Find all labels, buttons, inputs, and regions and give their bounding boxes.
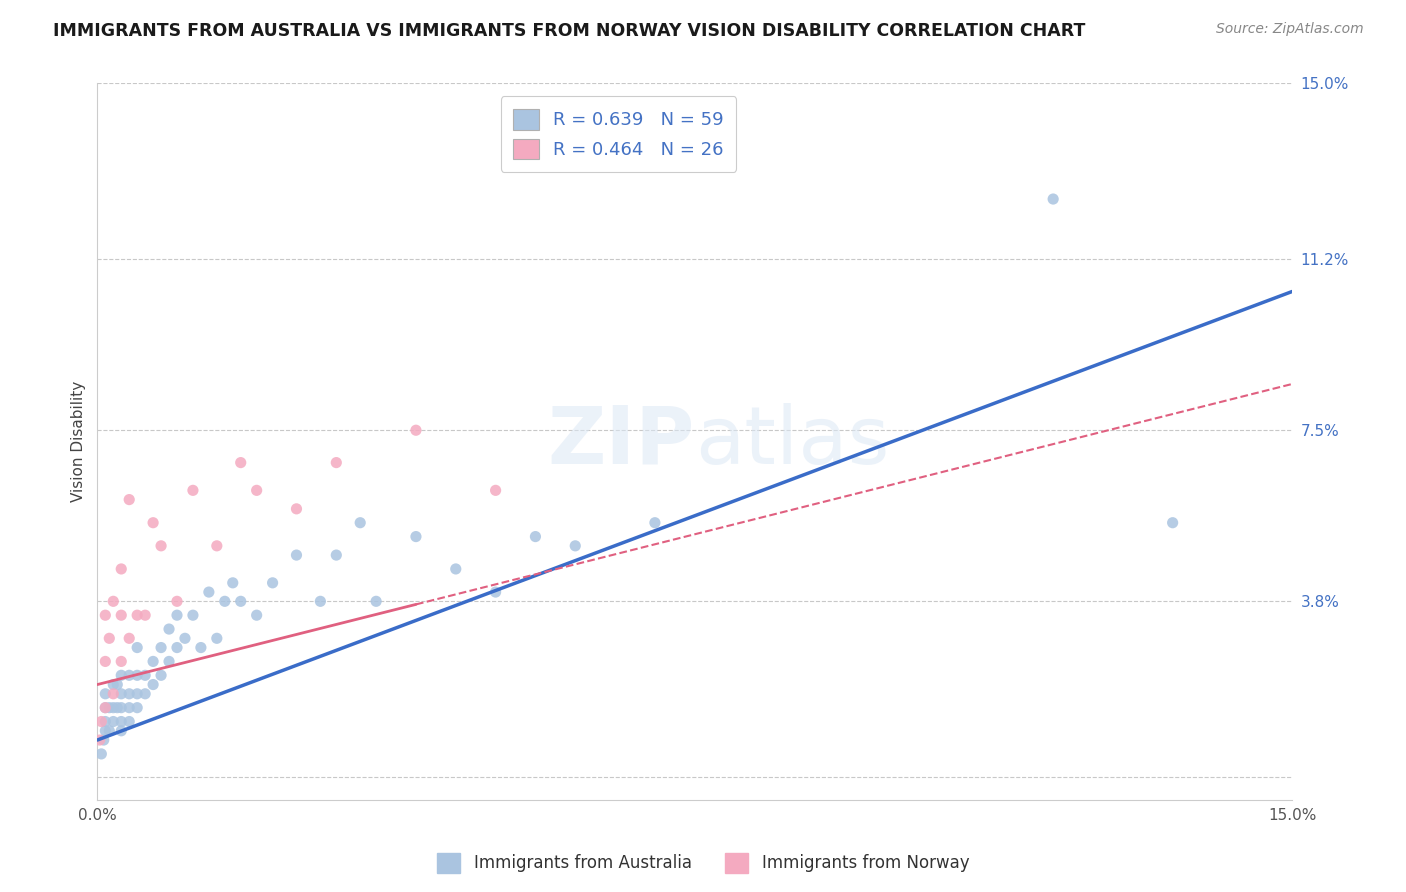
Point [484,585,506,599]
Point [262,575,284,590]
Point [644,516,666,530]
Point [94,700,117,714]
Point [94,608,117,623]
Point [1042,192,1064,206]
Text: IMMIGRANTS FROM AUSTRALIA VS IMMIGRANTS FROM NORWAY VISION DISABILITY CORRELATIO: IMMIGRANTS FROM AUSTRALIA VS IMMIGRANTS … [53,22,1085,40]
Point [127,687,149,701]
Point [118,632,141,646]
Point [103,700,125,714]
Point [405,530,427,544]
Point [110,687,132,701]
Point [325,548,347,562]
Point [110,668,132,682]
Point [205,539,228,553]
Point [157,622,180,636]
Point [190,640,212,655]
Point [285,501,308,516]
Point [94,700,117,714]
Point [94,714,117,729]
Point [214,594,236,608]
Point [127,640,149,655]
Point [366,594,388,608]
Point [150,640,173,655]
Text: ZIP: ZIP [547,403,695,481]
Legend: R = 0.639   N = 59, R = 0.464   N = 26: R = 0.639 N = 59, R = 0.464 N = 26 [501,96,737,172]
Point [103,594,125,608]
Point [110,723,132,738]
Point [564,539,586,553]
Point [127,608,149,623]
Point [444,562,467,576]
Point [105,700,128,714]
Point [134,608,156,623]
Point [142,655,165,669]
Point [105,677,128,691]
Point [127,668,149,682]
Point [98,723,121,738]
Point [142,677,165,691]
Point [1161,516,1184,530]
Point [90,714,112,729]
Point [181,608,204,623]
Legend: Immigrants from Australia, Immigrants from Norway: Immigrants from Australia, Immigrants fr… [430,847,976,880]
Text: Source: ZipAtlas.com: Source: ZipAtlas.com [1216,22,1364,37]
Point [174,632,197,646]
Point [150,668,173,682]
Point [93,733,115,747]
Point [118,492,141,507]
Point [246,608,269,623]
Y-axis label: Vision Disability: Vision Disability [72,381,86,502]
Point [98,632,121,646]
Point [103,687,125,701]
Point [309,594,332,608]
Point [94,655,117,669]
Point [198,585,221,599]
Point [90,747,112,761]
Point [166,640,188,655]
Point [181,483,204,498]
Point [134,668,156,682]
Point [118,714,141,729]
Point [110,700,132,714]
Point [142,516,165,530]
Point [166,594,188,608]
Point [110,562,132,576]
Text: atlas: atlas [695,403,889,481]
Point [229,594,252,608]
Point [127,700,149,714]
Point [103,677,125,691]
Point [205,632,228,646]
Point [405,423,427,437]
Point [157,655,180,669]
Point [166,608,188,623]
Point [110,714,132,729]
Point [229,456,252,470]
Point [98,700,121,714]
Point [110,655,132,669]
Point [103,714,125,729]
Point [524,530,547,544]
Point [349,516,371,530]
Point [325,456,347,470]
Point [110,608,132,623]
Point [246,483,269,498]
Point [89,733,111,747]
Point [222,575,245,590]
Point [118,687,141,701]
Point [150,539,173,553]
Point [118,668,141,682]
Point [134,687,156,701]
Point [118,700,141,714]
Point [285,548,308,562]
Point [94,723,117,738]
Point [94,687,117,701]
Point [484,483,506,498]
